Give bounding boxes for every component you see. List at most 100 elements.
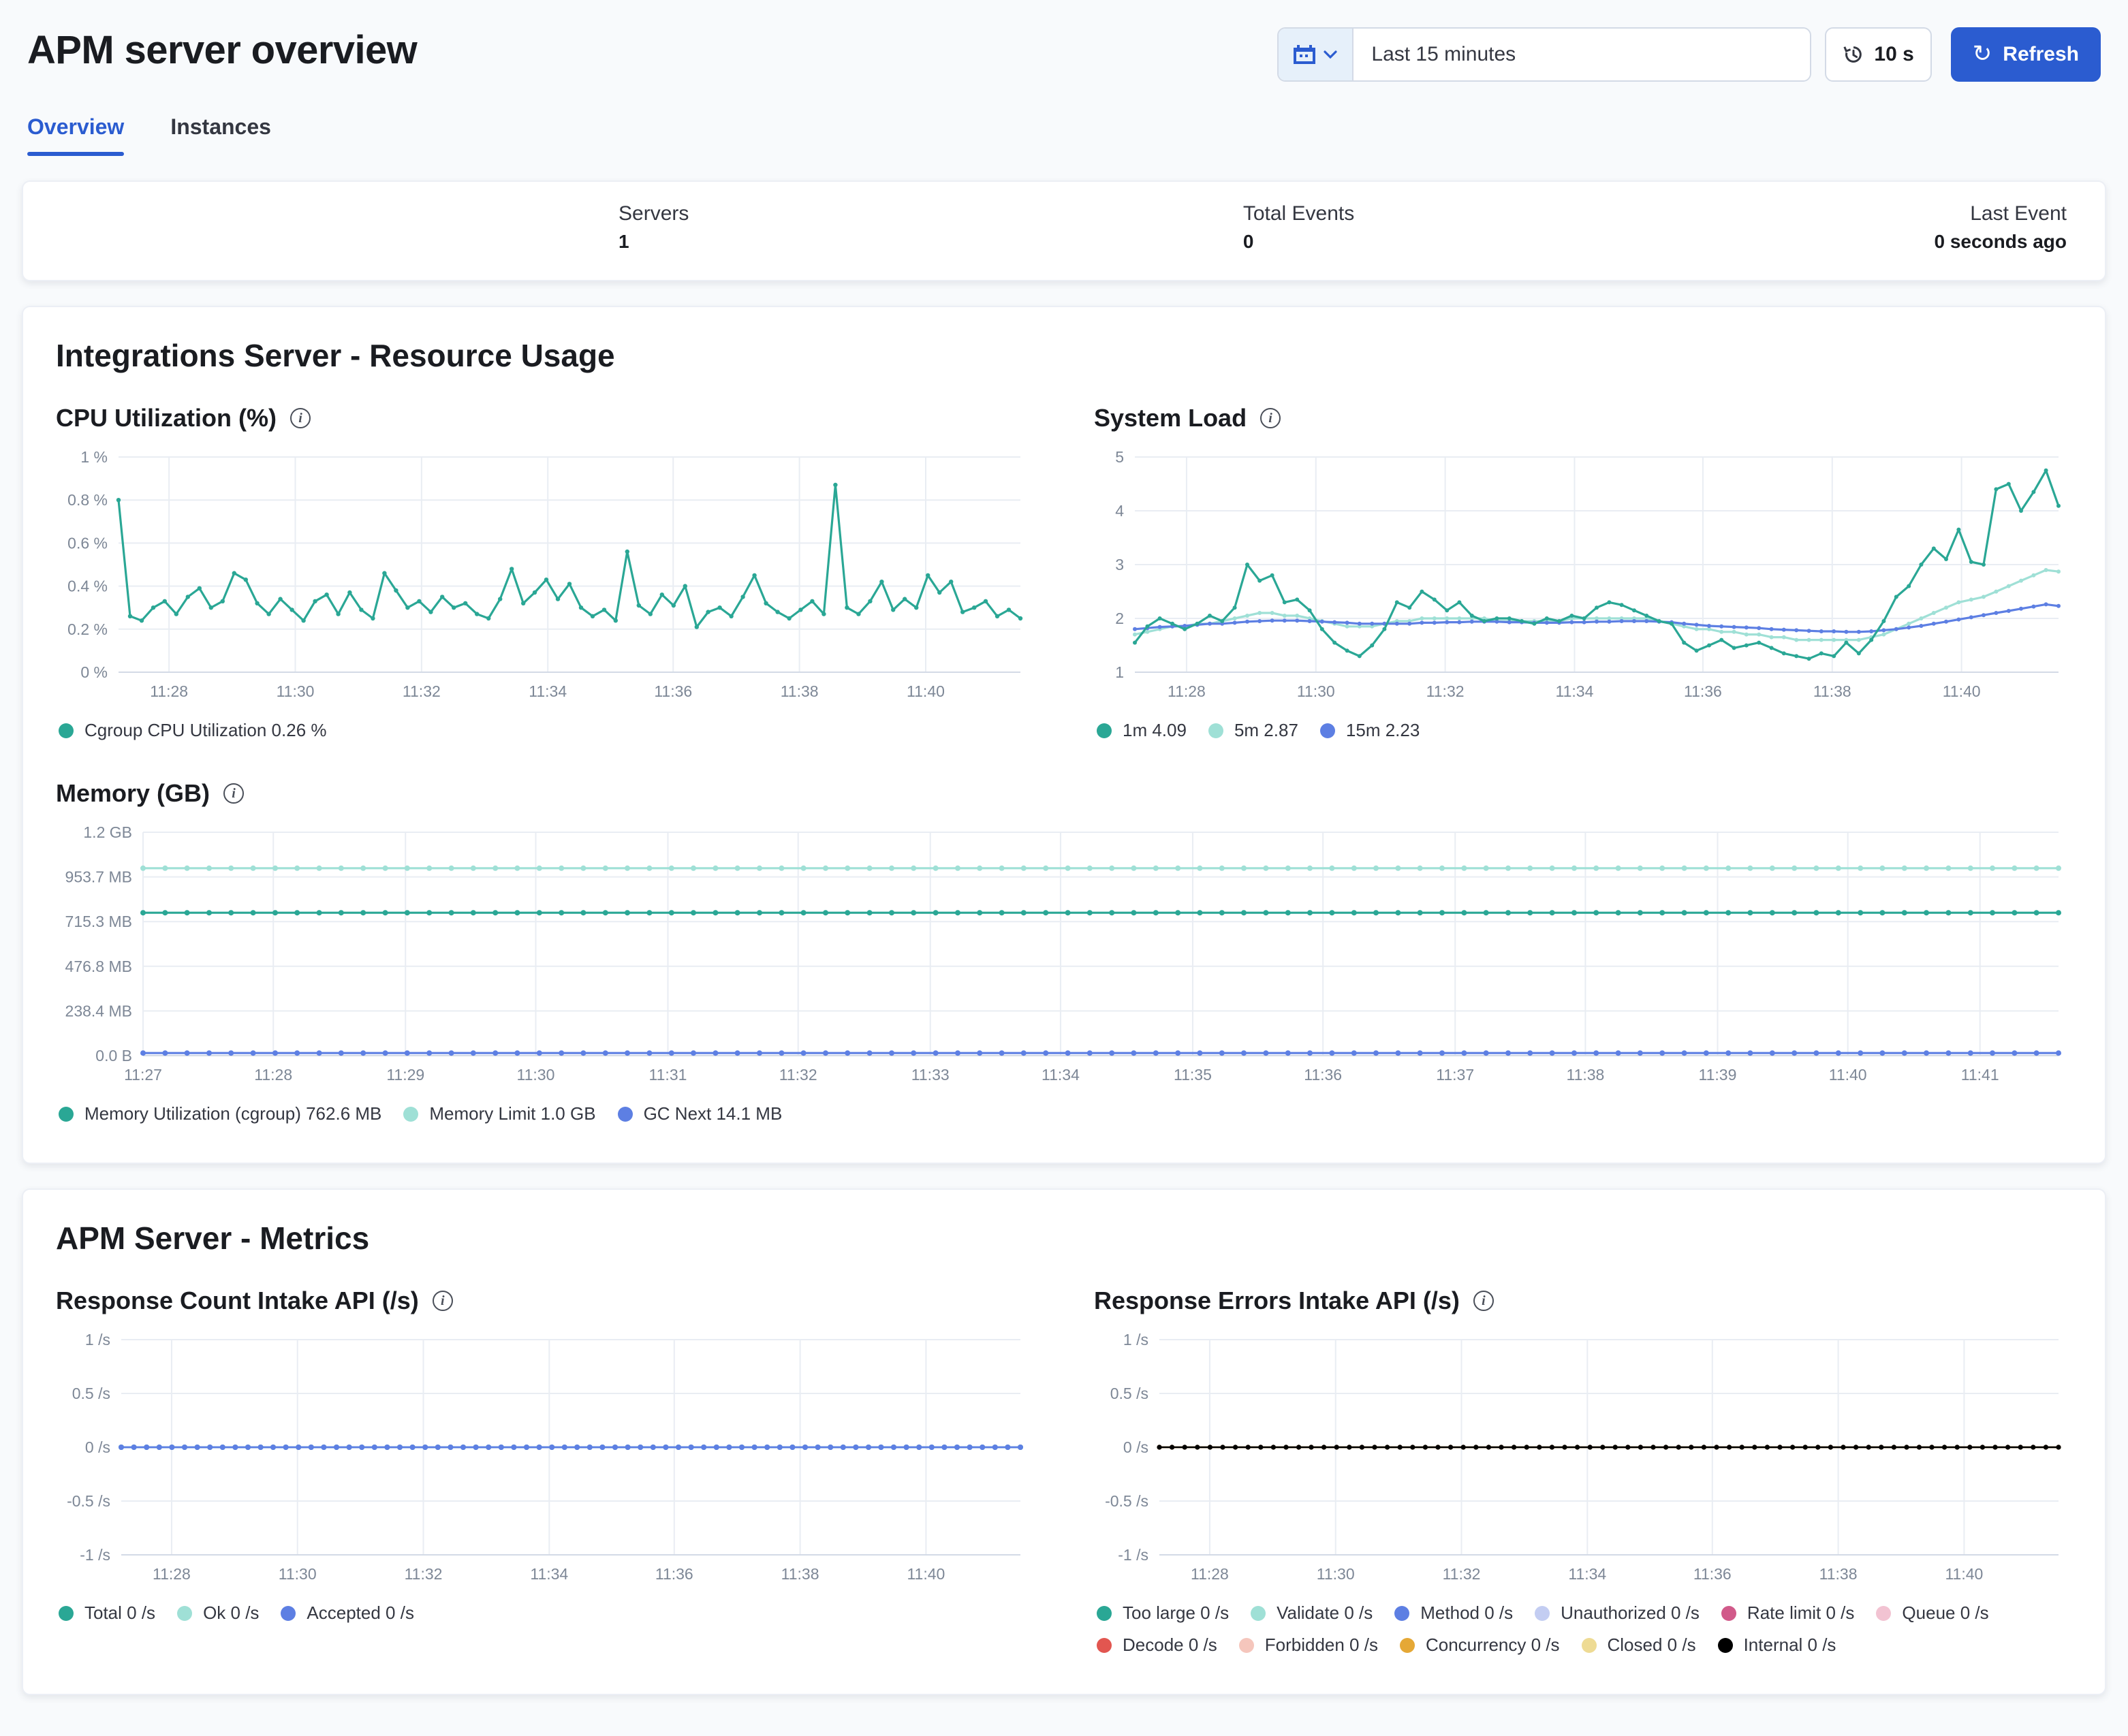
- legend-label: Rate limit 0 /s: [1747, 1603, 1855, 1623]
- svg-text:1: 1: [1115, 663, 1124, 681]
- legend-dot: [1721, 1605, 1736, 1621]
- timer-icon: [1843, 46, 1862, 63]
- svg-text:11:39: 11:39: [1699, 1066, 1737, 1084]
- svg-text:-1 /s: -1 /s: [80, 1546, 110, 1564]
- memory-chart[interactable]: 1.2 GB 953.7 MB 715.3 MB 476.8 MB 238.4 MB 0.…: [56, 821, 2072, 1091]
- svg-text:11:27: 11:27: [124, 1066, 162, 1084]
- legend-item[interactable]: 5m 2.87: [1208, 720, 1298, 741]
- response-errors-chart[interactable]: 1 /s 0.5 /s 0 /s -0.5 /s -1 /s 11:28 11:30 11:3…: [1094, 1329, 2072, 1590]
- system-load-chart[interactable]: 5 4 3 2 1 11:28 11:30 11:32 11:34 11:36 11:38 11:40: [1094, 446, 2072, 708]
- legend-item[interactable]: Cgroup CPU Utilization 0.26 %: [59, 720, 327, 741]
- calendar-icon: [1294, 45, 1316, 64]
- legend-dot: [1319, 723, 1335, 738]
- refresh-button[interactable]: Refresh: [1950, 27, 2101, 82]
- apm-metrics-panel: APM Server - Metrics Response Count Inta…: [22, 1188, 2106, 1695]
- apm-metrics-chart-grid: Response Count Intake API (/s) 1 /s 0.5 /…: [56, 1287, 2072, 1658]
- page-title: APM server overview: [27, 28, 418, 72]
- response-count-legend: Total 0 /s Ok 0 /s Accepted 0 /s: [59, 1603, 1031, 1624]
- legend-label: Queue 0 /s: [1902, 1603, 1989, 1623]
- svg-text:11:32: 11:32: [403, 682, 441, 700]
- svg-text:11:36: 11:36: [654, 682, 692, 700]
- legend-label: Validate 0 /s: [1277, 1603, 1373, 1623]
- legend-item[interactable]: Internal 0 /s: [1717, 1635, 1836, 1656]
- sysload-chart-svg: 5 4 3 2 1 11:28 11:30 11:32 11:34 11:36 11:38 11:40: [1115, 448, 2061, 700]
- legend-item[interactable]: Memory Limit 1.0 GB: [403, 1103, 596, 1124]
- legend-item[interactable]: Method 0 /s: [1394, 1603, 1513, 1624]
- svg-text:11:40: 11:40: [1829, 1066, 1867, 1084]
- svg-text:11:34: 11:34: [1042, 1066, 1080, 1084]
- legend-label: Accepted 0 /s: [307, 1603, 414, 1623]
- tab-instances[interactable]: Instances: [170, 114, 271, 139]
- legend-item[interactable]: 1m 4.09: [1097, 720, 1187, 741]
- legend-item[interactable]: Rate limit 0 /s: [1721, 1603, 1855, 1624]
- legend-item[interactable]: Closed 0 /s: [1581, 1635, 1696, 1656]
- svg-text:11:40: 11:40: [1943, 682, 1981, 700]
- svg-text:0.2 %: 0.2 %: [67, 620, 108, 638]
- svg-text:11:32: 11:32: [405, 1565, 443, 1583]
- info-icon[interactable]: [223, 783, 245, 804]
- svg-text:11:28: 11:28: [150, 682, 188, 700]
- legend-item[interactable]: GC Next 14.1 MB: [617, 1103, 782, 1124]
- legend-label: Closed 0 /s: [1607, 1635, 1696, 1655]
- quick-select-button[interactable]: [1279, 29, 1354, 80]
- legend-item[interactable]: Ok 0 /s: [177, 1603, 259, 1624]
- legend-dot: [281, 1605, 296, 1621]
- system-load-legend: 1m 4.09 5m 2.87 15m 2.23: [1097, 720, 2069, 741]
- memory-legend: Memory Utilization (cgroup) 762.6 MB Memo…: [59, 1103, 2069, 1124]
- svg-text:-0.5 /s: -0.5 /s: [67, 1492, 110, 1510]
- svg-text:238.4 MB: 238.4 MB: [65, 1002, 132, 1020]
- svg-text:4: 4: [1115, 502, 1124, 520]
- svg-text:1 /s: 1 /s: [85, 1331, 110, 1348]
- svg-text:0.4 %: 0.4 %: [67, 578, 108, 595]
- response-count-chart[interactable]: 1 /s 0.5 /s 0 /s -0.5 /s -1 /s 11:28 11:30 11:3…: [56, 1329, 1034, 1590]
- legend-dot: [1581, 1637, 1597, 1653]
- stat-last-event-label: Last Event: [1970, 202, 2067, 225]
- svg-text:11:36: 11:36: [1304, 1066, 1342, 1084]
- time-range-field[interactable]: Last 15 minutes: [1354, 29, 1811, 80]
- legend-item[interactable]: Unauthorized 0 /s: [1535, 1603, 1700, 1624]
- svg-text:5: 5: [1115, 448, 1124, 466]
- svg-text:11:40: 11:40: [1945, 1565, 1983, 1583]
- svg-text:11:30: 11:30: [279, 1565, 317, 1583]
- legend-label: Concurrency 0 /s: [1425, 1635, 1560, 1655]
- info-icon[interactable]: [290, 408, 311, 428]
- legend-item[interactable]: Forbidden 0 /s: [1238, 1635, 1378, 1656]
- svg-text:0 /s: 0 /s: [1123, 1438, 1148, 1456]
- refresh-interval-value: 10 s: [1874, 43, 1914, 65]
- legend-label: Too large 0 /s: [1123, 1603, 1230, 1623]
- legend-item[interactable]: Too large 0 /s: [1097, 1603, 1229, 1624]
- legend-item[interactable]: Validate 0 /s: [1251, 1603, 1373, 1624]
- info-icon[interactable]: [1260, 408, 1281, 428]
- svg-text:0.5 /s: 0.5 /s: [72, 1385, 110, 1402]
- svg-text:11:40: 11:40: [907, 1565, 945, 1583]
- svg-text:1.2 GB: 1.2 GB: [83, 823, 132, 841]
- legend-item[interactable]: Decode 0 /s: [1097, 1635, 1217, 1656]
- svg-text:11:38: 11:38: [781, 1565, 819, 1583]
- legend-item[interactable]: Memory Utilization (cgroup) 762.6 MB: [59, 1103, 381, 1124]
- info-icon[interactable]: [1473, 1291, 1494, 1311]
- stat-total-events: Total Events 0: [1243, 202, 1354, 253]
- svg-text:715.3 MB: 715.3 MB: [65, 913, 132, 930]
- legend-item[interactable]: Accepted 0 /s: [281, 1603, 414, 1624]
- svg-text:11:40: 11:40: [907, 682, 945, 700]
- date-picker: Last 15 minutes: [1277, 27, 1812, 82]
- legend-dot: [1535, 1605, 1550, 1621]
- legend-dot: [1097, 1637, 1112, 1653]
- svg-text:11:34: 11:34: [1568, 1565, 1606, 1583]
- legend-item[interactable]: Concurrency 0 /s: [1399, 1635, 1560, 1656]
- legend-item[interactable]: 15m 2.23: [1319, 720, 1420, 741]
- svg-text:-0.5 /s: -0.5 /s: [1105, 1492, 1148, 1510]
- stat-servers-value: 1: [619, 231, 629, 252]
- cpu-chart[interactable]: 1 % 0.8 % 0.6 % 0.4 % 0.2 % 0 % 11:28 11:30 11:3…: [56, 446, 1034, 708]
- info-icon[interactable]: [432, 1291, 453, 1311]
- tab-overview[interactable]: Overview: [27, 114, 125, 156]
- legend-item[interactable]: Total 0 /s: [59, 1603, 155, 1624]
- legend-item[interactable]: Queue 0 /s: [1876, 1603, 1989, 1624]
- memory-chart-title: Memory (GB): [56, 779, 210, 807]
- svg-text:476.8 MB: 476.8 MB: [65, 958, 132, 975]
- svg-text:0.0 B: 0.0 B: [95, 1047, 132, 1064]
- refresh-interval-button[interactable]: 10 s: [1825, 27, 1932, 82]
- svg-text:0 %: 0 %: [80, 663, 108, 681]
- svg-text:0.8 %: 0.8 %: [67, 491, 108, 509]
- legend-dot: [59, 1605, 74, 1621]
